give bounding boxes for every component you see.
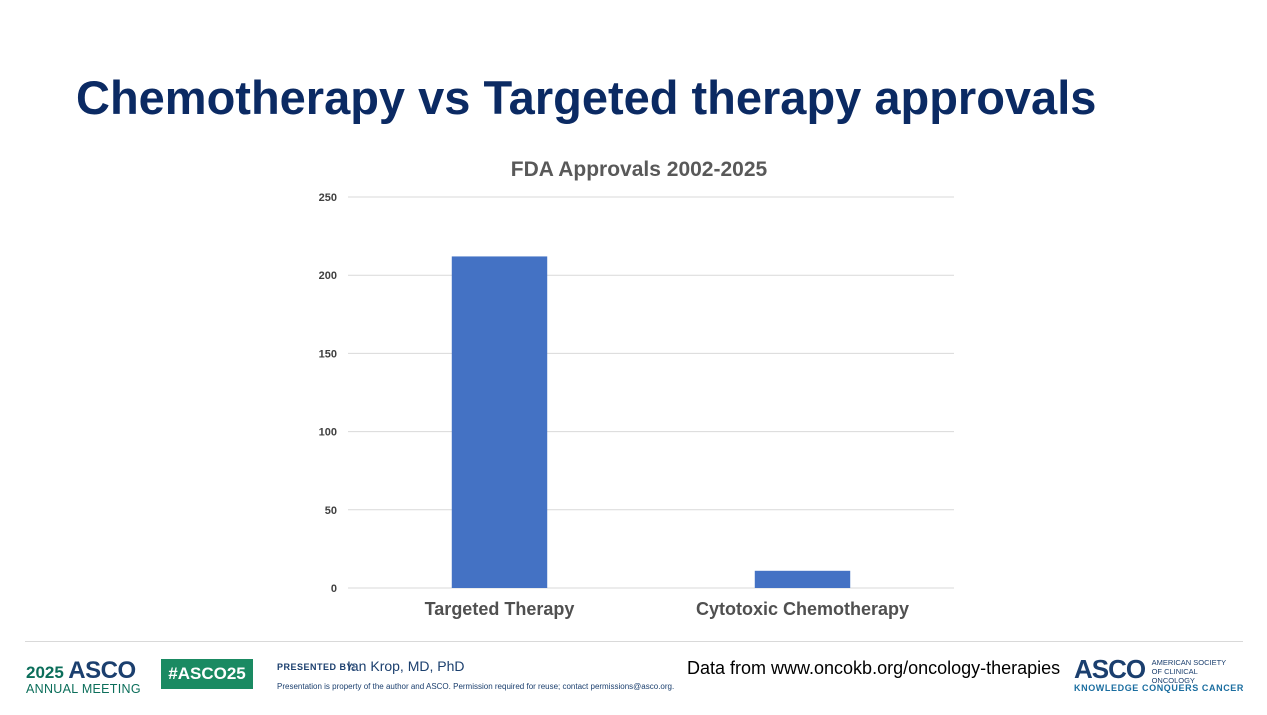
y-tick-label: 150 [319, 348, 337, 360]
bar-chart: FDA Approvals 2002-2025 050100150200250 … [319, 158, 954, 619]
reuse-disclaimer: Presentation is property of the author a… [277, 682, 675, 691]
y-tick-label: 50 [325, 505, 337, 517]
footer-divider [25, 641, 1243, 642]
presenter-name: Ian Krop, MD, PhD [347, 658, 465, 674]
x-tick-label: Targeted Therapy [425, 599, 575, 619]
presented-by-label: PRESENTED BY: [277, 662, 356, 672]
hashtag-badge: #ASCO25 [161, 659, 253, 689]
y-axis-ticks: 0 50 100 150 200 250 [319, 192, 337, 595]
asco-wordmark: ASCO [1074, 654, 1146, 684]
asco-annual-meeting-logo: 2025 ASCO ANNUAL MEETING [26, 657, 141, 696]
meeting-subtitle: ANNUAL MEETING [26, 682, 141, 696]
bar-targeted-therapy [451, 256, 548, 588]
y-tick-label: 200 [319, 270, 337, 282]
asco-org-name: AMERICAN SOCIETY OF CLINICAL ONCOLOGY [1151, 658, 1227, 685]
meeting-name: ASCO [68, 657, 136, 684]
x-tick-label: Cytotoxic Chemotherapy [696, 599, 909, 619]
y-tick-label: 0 [331, 583, 337, 595]
slide-title: Chemotherapy vs Targeted therapy approva… [76, 71, 1097, 124]
y-tick-label: 250 [319, 192, 337, 204]
gridlines [348, 196, 954, 589]
asco-tagline: KNOWLEDGE CONQUERS CANCER [1074, 683, 1245, 693]
chart-title: FDA Approvals 2002-2025 [511, 158, 768, 181]
bars [451, 256, 851, 588]
y-tick-label: 100 [319, 427, 337, 439]
meeting-year: 2025 [26, 663, 64, 682]
x-axis-ticks: Targeted Therapy Cytotoxic Chemotherapy [425, 599, 909, 619]
data-source-note: Data from www.oncokb.org/oncology-therap… [687, 658, 1061, 678]
asco-logo: ASCO AMERICAN SOCIETY OF CLINICAL ONCOLO… [1074, 654, 1246, 693]
bar-cytotoxic-chemotherapy [754, 570, 851, 588]
